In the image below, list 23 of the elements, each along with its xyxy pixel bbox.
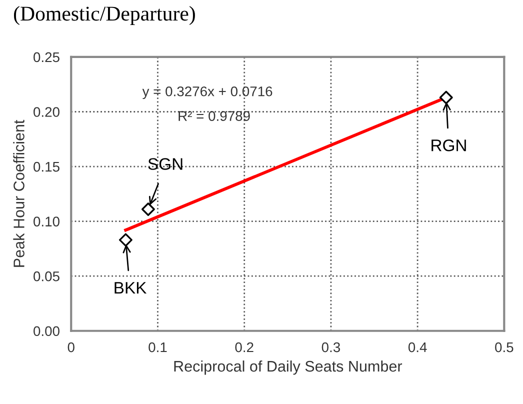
annotation: y = 0.3276x + 0.0716 <box>142 86 272 100</box>
y-tick-label: 0.25 <box>34 52 60 62</box>
x-tick-label: 0.5 <box>495 342 514 352</box>
annotation: SGN <box>148 158 182 170</box>
x-tick-label: 0.3 <box>322 342 340 352</box>
y-tick-label: 0.20 <box>34 107 60 117</box>
y-axis-title: Peak Hour Coefficient <box>13 120 24 267</box>
y-tick-label: 0.00 <box>34 326 60 336</box>
point <box>439 90 453 104</box>
y-tick-label: 0.15 <box>34 162 60 172</box>
y-tick-label: 0.10 <box>34 216 60 226</box>
point <box>118 233 132 247</box>
annotation: RGN <box>432 139 466 152</box>
x-tick-label: 0.1 <box>148 342 167 352</box>
x-axis-title: Reciprocal of Daily Seats Number <box>174 360 402 375</box>
x-tick-label: 0.2 <box>235 342 254 352</box>
annotation: R² = 0.9789 <box>178 111 250 121</box>
point <box>141 202 155 216</box>
y-tick-label: 0.05 <box>34 271 60 282</box>
annotation: BKK <box>114 282 147 294</box>
chart-title: (Domestic/Departure) <box>14 6 195 25</box>
x-tick-label: 0 <box>68 342 74 352</box>
x-tick-label: 0.4 <box>408 342 427 352</box>
